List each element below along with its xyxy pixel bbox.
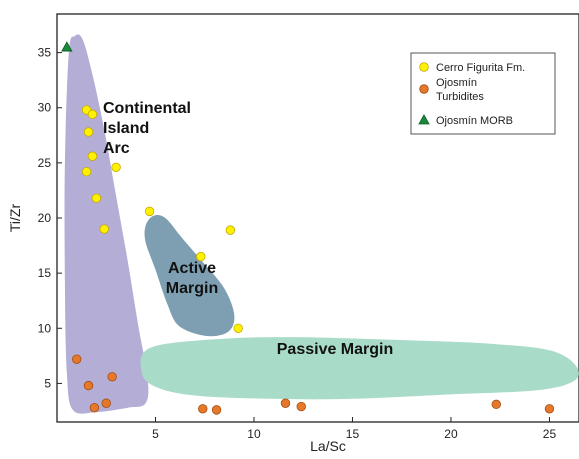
legend-item-cerro-figurita: Cerro Figurita Fm.	[419, 62, 525, 74]
legend-label: Ojosmín MORB	[436, 115, 513, 127]
legend-box	[410, 52, 556, 135]
morb-triangle-point	[61, 41, 73, 52]
active-margin-field	[144, 215, 235, 337]
cerro-figurita-point	[144, 206, 155, 217]
legend-label: Turbidites	[436, 91, 484, 103]
field-label-line: Island	[103, 120, 149, 137]
cerro-figurita-point	[225, 225, 236, 235]
passive-margin-field	[140, 337, 579, 400]
cerro-figurita-point	[196, 251, 206, 262]
legend-label: Cerro Figurita Fm.	[436, 62, 525, 74]
legend-marker	[419, 84, 429, 94]
y-tick-label: 20	[38, 211, 52, 225]
turbidite-point	[107, 372, 117, 382]
turbidite-point	[280, 398, 291, 408]
y-tick-label: 10	[38, 321, 52, 335]
continental-island-arc-label: Continental Island Arc	[103, 100, 191, 157]
x-tick-label: 25	[543, 427, 557, 441]
turbidite-point	[198, 404, 208, 414]
passive-margin-label: Passive Margin	[277, 341, 394, 358]
y-tick-label: 35	[38, 46, 52, 60]
field-label-line: Active	[168, 260, 216, 277]
y-tick-label: 15	[38, 266, 52, 280]
turbidite-point	[101, 398, 111, 408]
x-axis-title: La/Sc	[310, 438, 346, 454]
field-label-line: Arc	[103, 140, 130, 157]
legend: Cerro Figurita Fm.OjosmínTurbiditesOjosm…	[410, 52, 556, 135]
x-tick-label: 20	[444, 427, 458, 441]
legend-item-ojosmin-morb: Ojosmín MORB	[418, 114, 513, 127]
cerro-figurita-point	[111, 162, 121, 172]
cerro-figurita-point	[81, 166, 92, 177]
field-label-line: Passive Margin	[277, 341, 394, 358]
turbidite-point	[491, 399, 501, 410]
field-labels: Continental Island Arc Active Margin Passive …	[103, 100, 393, 358]
turbidite-point	[71, 354, 82, 364]
cerro-figurita-point	[233, 323, 243, 333]
cerro-figurita-point	[87, 151, 98, 161]
field-label-line: Margin	[166, 280, 218, 297]
y-tick-label: 25	[38, 156, 52, 170]
turbidite-point	[544, 404, 555, 414]
y-tick-label: 30	[38, 101, 52, 115]
data-points	[61, 41, 555, 415]
field-label-line: Continental	[103, 100, 191, 117]
y-axis-ticks: 5 10 15 20 25 30 35	[38, 46, 62, 390]
cerro-figurita-point	[91, 193, 102, 203]
turbidite-point	[89, 402, 100, 413]
turbidite-point	[296, 401, 306, 412]
legend-item-ojosmin-turbidites: Ojosmín Turbidites	[419, 77, 484, 103]
legend-marker	[418, 114, 430, 125]
x-tick-label: 5	[152, 427, 159, 441]
turbidite-point	[211, 405, 222, 415]
legend-marker	[419, 62, 429, 72]
turbidite-point	[83, 380, 94, 391]
active-margin-label: Active Margin	[166, 260, 218, 297]
x-tick-label: 10	[247, 427, 261, 441]
x-tick-label: 15	[346, 427, 360, 441]
legend-label: Ojosmín	[436, 77, 477, 89]
cerro-figurita-point	[83, 127, 94, 137]
x-axis-ticks: 5 10 15 20 25	[152, 417, 556, 441]
y-axis-title: Ti/Zr	[7, 204, 23, 233]
cerro-figurita-point	[87, 109, 98, 120]
y-tick-label: 5	[44, 376, 51, 390]
cerro-figurita-point	[99, 224, 109, 234]
